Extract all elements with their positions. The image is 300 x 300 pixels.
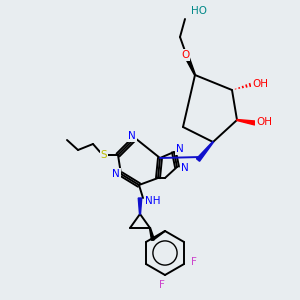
Text: N: N xyxy=(176,144,184,154)
Text: N: N xyxy=(128,131,136,141)
Polygon shape xyxy=(196,142,213,161)
Polygon shape xyxy=(149,228,154,240)
Text: F: F xyxy=(191,257,197,267)
Text: O: O xyxy=(181,50,189,60)
Text: NH: NH xyxy=(145,196,161,206)
Text: HO: HO xyxy=(191,6,207,16)
Text: S: S xyxy=(101,150,107,160)
Polygon shape xyxy=(185,56,196,75)
Polygon shape xyxy=(237,119,255,125)
Text: OH: OH xyxy=(256,117,272,127)
Text: F: F xyxy=(159,280,165,290)
Polygon shape xyxy=(138,198,142,214)
Text: N: N xyxy=(181,163,189,173)
Text: N: N xyxy=(112,169,120,179)
Text: OH: OH xyxy=(252,79,268,89)
